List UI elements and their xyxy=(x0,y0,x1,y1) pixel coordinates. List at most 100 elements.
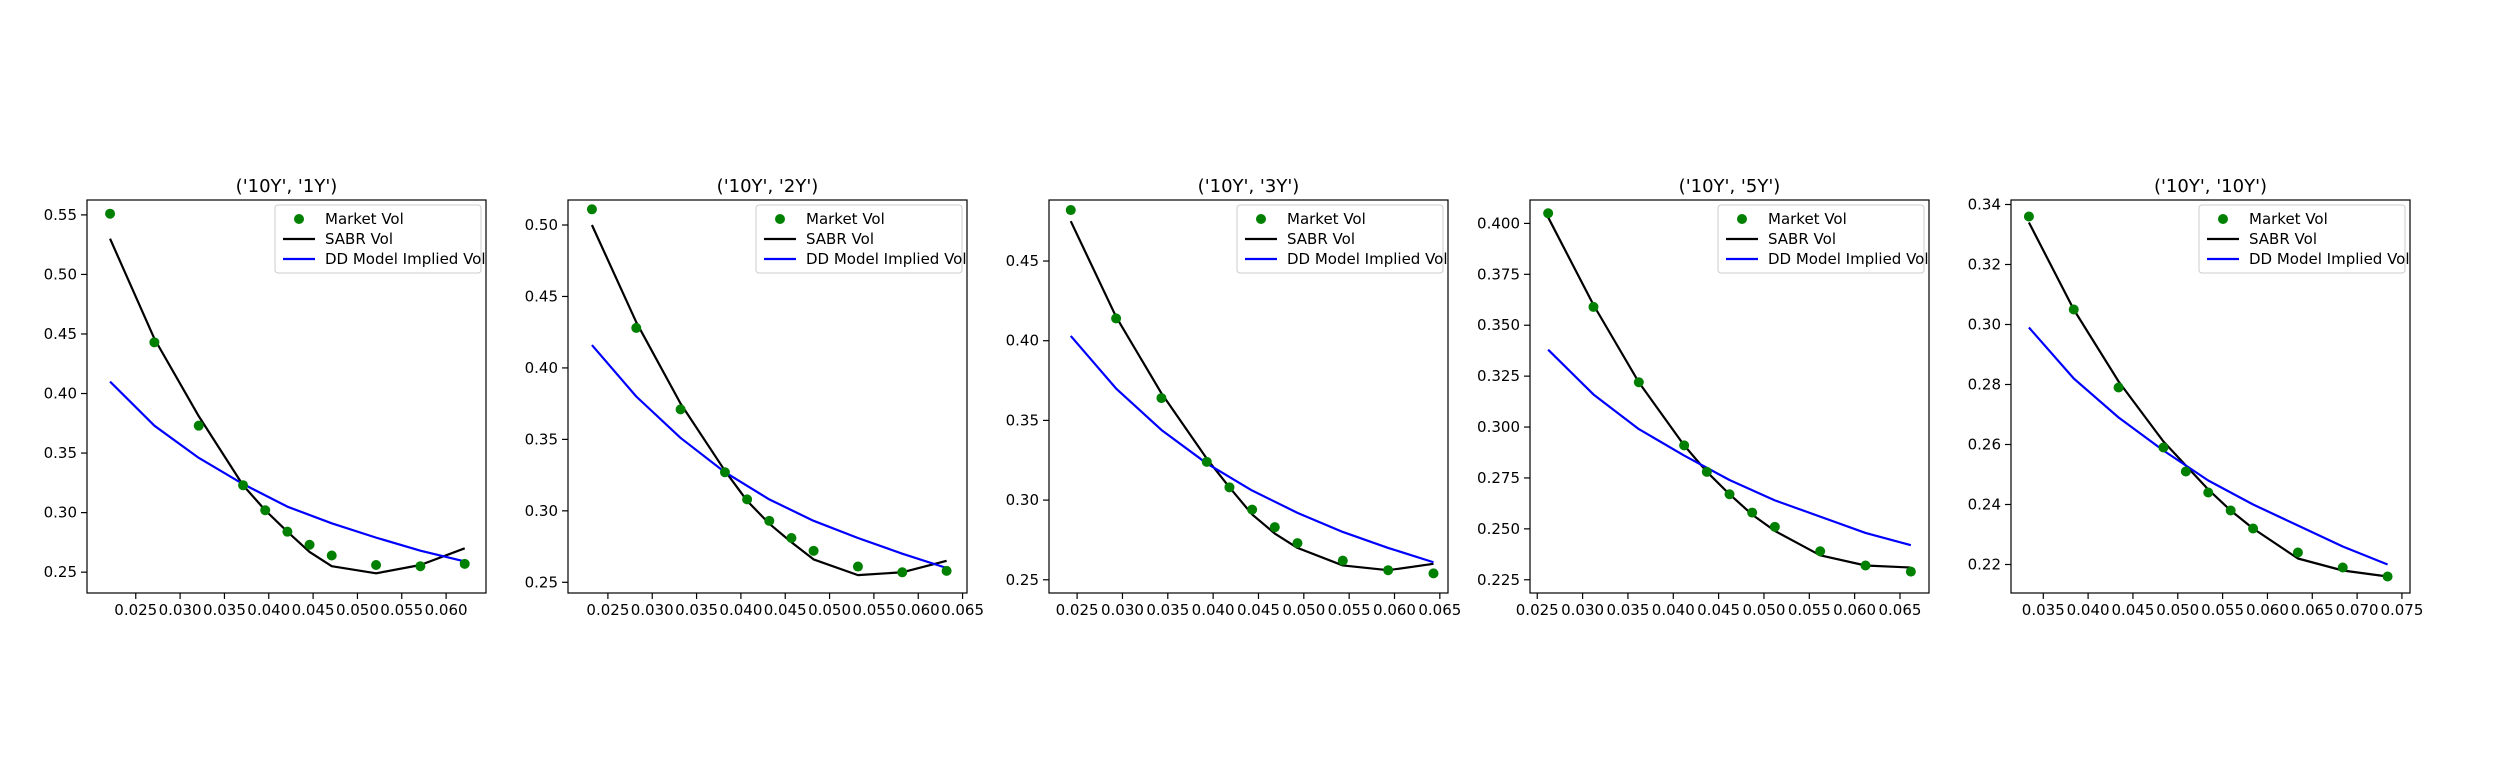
market-vol-point xyxy=(808,545,819,556)
axes-frame xyxy=(86,199,487,594)
market-vol-point xyxy=(193,420,204,431)
market-vol-point xyxy=(1224,482,1235,493)
x-tick-label: 0.035 xyxy=(1146,601,1189,619)
legend-box xyxy=(1236,204,1444,274)
legend-label: DD Model Implied Vol xyxy=(325,250,486,268)
panel-4: ('10Y', '5Y')0.025 0.030 0.035 0.040 0.045 0.… xyxy=(1477,176,1930,619)
x-tick-label: 0.040 xyxy=(2067,601,2110,619)
legend-label: Market Vol xyxy=(1768,210,1847,228)
x-tick-label: 0.055 xyxy=(380,601,423,619)
legend-box xyxy=(1717,204,1925,274)
x-tick-label: 0.045 xyxy=(292,601,335,619)
market-vol-point xyxy=(631,322,642,333)
x-tick-label: 0.065 xyxy=(1418,601,1461,619)
panel-3: ('10Y', '3Y')0.025 0.030 0.035 0.040 0.045 0.… xyxy=(1006,176,1462,619)
y-tick-label: 0.55 xyxy=(44,206,77,224)
market-vol-point xyxy=(2068,304,2079,315)
dd-model-line xyxy=(1547,348,1912,547)
market-vol-point xyxy=(1156,393,1167,404)
legend-marker-market-vol xyxy=(294,214,304,224)
panel-2: ('10Y', '2Y')0.025 0.030 0.035 0.040 0.045 0.… xyxy=(525,176,984,619)
market-vol-point xyxy=(719,467,730,478)
y-tick-label: 0.350 xyxy=(1477,316,1520,334)
legend-label: Market Vol xyxy=(806,210,885,228)
market-vol-point xyxy=(852,561,863,572)
market-vol-point xyxy=(786,532,797,543)
legend-label: Market Vol xyxy=(1287,210,1366,228)
market-vol-point xyxy=(282,526,293,537)
plot-area xyxy=(105,208,470,575)
y-tick-label: 0.45 xyxy=(44,325,77,343)
y-tick-label: 0.34 xyxy=(1968,196,2001,214)
y-tick-label: 0.45 xyxy=(525,287,558,305)
x-tick-label: 0.025 xyxy=(586,601,629,619)
y-tick-label: 0.40 xyxy=(1006,332,1039,350)
axes-frame xyxy=(1529,199,1930,594)
y-tick-label: 0.40 xyxy=(44,385,77,403)
legend-label: SABR Vol xyxy=(325,230,393,248)
market-vol-point xyxy=(742,494,753,505)
x-tick-label: 0.045 xyxy=(1237,601,1280,619)
market-vol-point xyxy=(326,550,337,561)
legend: Market Vol SABR Vol DD Model Implied Vol xyxy=(1236,204,1448,274)
plot-area xyxy=(1065,205,1439,579)
panel-1: ('10Y', '1Y')0.025 0.030 0.035 0.040 0.045 0.… xyxy=(44,176,487,619)
x-tick-label: 0.060 xyxy=(1833,601,1876,619)
market-vol-point xyxy=(2023,211,2034,222)
y-tick-label: 0.325 xyxy=(1477,367,1520,385)
x-tick-label: 0.055 xyxy=(2201,601,2244,619)
market-vol-point xyxy=(1111,313,1122,324)
plot-area xyxy=(586,204,952,578)
legend: Market Vol SABR Vol DD Model Implied Vol xyxy=(755,204,967,274)
y-tick-label: 0.35 xyxy=(1006,411,1039,429)
y-tick-label: 0.45 xyxy=(1006,252,1039,270)
x-tick-label: 0.040 xyxy=(1652,601,1695,619)
market-vol-point xyxy=(2382,571,2393,582)
legend-label: DD Model Implied Vol xyxy=(2249,250,2410,268)
plot-area xyxy=(1543,208,1916,577)
market-vol-point xyxy=(149,337,160,348)
legend-label: SABR Vol xyxy=(1768,230,1836,248)
dd-model-line xyxy=(109,380,465,563)
y-tick-label: 0.25 xyxy=(525,573,558,591)
y-tick-label: 0.40 xyxy=(525,359,558,377)
y-tick-label: 0.24 xyxy=(1968,496,2001,514)
market-vol-point xyxy=(1383,565,1394,576)
legend-label: DD Model Implied Vol xyxy=(1287,250,1448,268)
panel-title: ('10Y', '3Y') xyxy=(1198,176,1300,197)
panel-title: ('10Y', '5Y') xyxy=(1679,176,1781,197)
y-tick-label: 0.25 xyxy=(44,563,77,581)
x-tick-label: 0.065 xyxy=(1879,601,1922,619)
panel-title: ('10Y', '10Y') xyxy=(2154,176,2267,197)
legend-box xyxy=(2198,204,2406,274)
market-vol-point xyxy=(105,208,116,219)
y-tick-label: 0.30 xyxy=(1006,491,1039,509)
market-vol-point xyxy=(1065,205,1076,216)
y-tick-label: 0.375 xyxy=(1477,265,1520,283)
y-tick-label: 0.50 xyxy=(44,265,77,283)
x-tick-label: 0.040 xyxy=(719,601,762,619)
legend-label: Market Vol xyxy=(325,210,404,228)
market-vol-point xyxy=(2248,523,2259,534)
market-vol-point xyxy=(1201,456,1212,467)
market-vol-point xyxy=(1679,440,1690,451)
market-vol-point xyxy=(459,558,470,569)
y-tick-label: 0.35 xyxy=(525,430,558,448)
x-tick-label: 0.060 xyxy=(425,601,468,619)
market-vol-point xyxy=(1769,521,1780,532)
market-vol-point xyxy=(1269,522,1280,533)
x-tick-label: 0.040 xyxy=(247,601,290,619)
y-tick-label: 0.26 xyxy=(1968,436,2001,454)
axes-frame xyxy=(1048,199,1449,594)
market-vol-point xyxy=(1701,466,1712,477)
legend-box xyxy=(755,204,963,274)
x-tick-label: 0.060 xyxy=(897,601,940,619)
axes-frame xyxy=(2010,199,2411,594)
market-vol-point xyxy=(897,567,908,578)
market-vol-point xyxy=(2292,547,2303,558)
legend-label: SABR Vol xyxy=(806,230,874,248)
y-tick-label: 0.32 xyxy=(1968,256,2001,274)
x-tick-label: 0.040 xyxy=(1192,601,1235,619)
legend-label: DD Model Implied Vol xyxy=(806,250,967,268)
legend-label: DD Model Implied Vol xyxy=(1768,250,1929,268)
